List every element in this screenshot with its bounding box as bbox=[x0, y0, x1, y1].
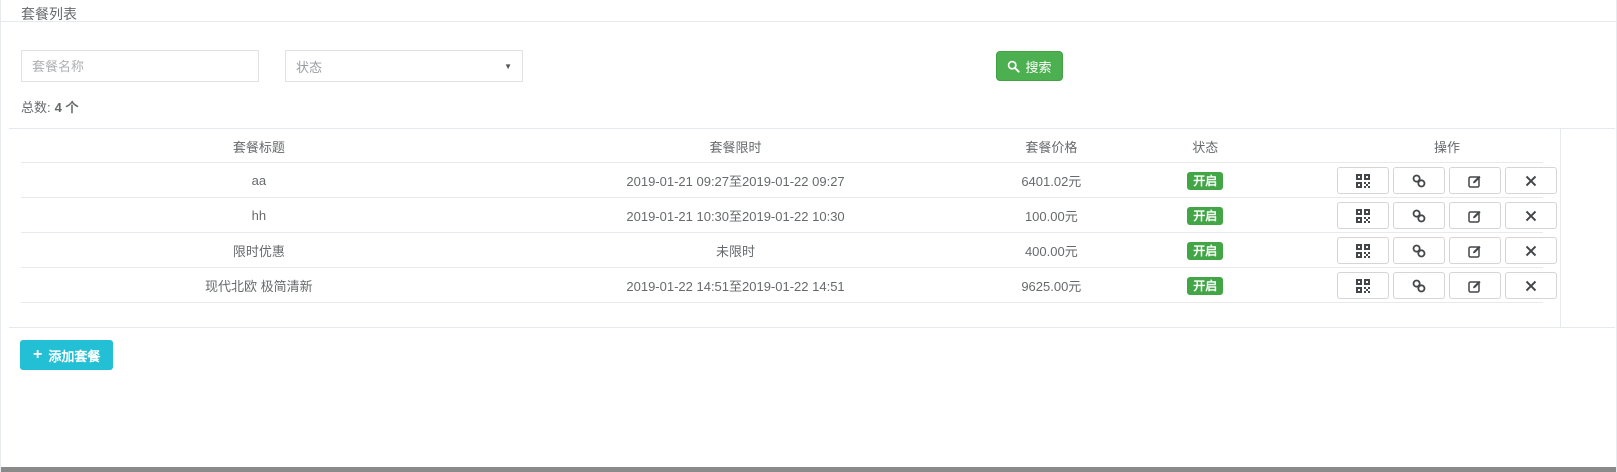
link-button[interactable] bbox=[1393, 202, 1445, 229]
table-row: 现代北欧 极简清新 2019-01-22 14:51至2019-01-22 14… bbox=[9, 268, 1560, 303]
link-button[interactable] bbox=[1393, 272, 1445, 299]
cell-title: hh bbox=[251, 208, 267, 223]
cell-price: 400.00元 bbox=[1024, 244, 1078, 259]
cell-title: 限时优惠 bbox=[232, 244, 285, 259]
status-badge: 开启 bbox=[1187, 206, 1224, 225]
delete-button[interactable] bbox=[1505, 202, 1557, 229]
cell-time: 2019-01-21 10:30至2019-01-22 10:30 bbox=[626, 209, 845, 224]
link-button[interactable] bbox=[1393, 167, 1445, 194]
search-button-label: 搜索 bbox=[1025, 59, 1052, 75]
cell-time: 2019-01-21 09:27至2019-01-22 09:27 bbox=[626, 174, 845, 189]
cell-actions bbox=[1270, 272, 1560, 299]
link-icon bbox=[1412, 244, 1426, 257]
edit-icon bbox=[1468, 279, 1482, 293]
cell-actions bbox=[1270, 202, 1560, 229]
package-name-input[interactable] bbox=[21, 50, 259, 82]
title-divider bbox=[1, 21, 1616, 22]
header-status: 状态 bbox=[1192, 139, 1219, 155]
caret-down-icon: ▼ bbox=[504, 61, 512, 71]
qrcode-button[interactable] bbox=[1337, 167, 1389, 194]
delete-button[interactable] bbox=[1505, 237, 1557, 264]
cell-price: 6401.02元 bbox=[1021, 174, 1082, 189]
edit-icon bbox=[1468, 244, 1482, 258]
delete-icon bbox=[1525, 210, 1537, 221]
delete-button[interactable] bbox=[1505, 167, 1557, 194]
qrcode-icon bbox=[1356, 243, 1370, 258]
link-icon bbox=[1412, 209, 1426, 222]
plus-icon: + bbox=[33, 346, 43, 363]
header-actions-label: 操作 bbox=[1433, 139, 1460, 155]
add-package-label: 添加套餐 bbox=[48, 348, 101, 364]
header-price: 套餐价格 bbox=[1025, 139, 1078, 155]
cell-time: 未限时 bbox=[716, 244, 756, 259]
search-icon bbox=[1008, 60, 1021, 73]
horizontal-scrollbar[interactable] bbox=[1, 467, 1616, 472]
table-row: hh 2019-01-21 10:30至2019-01-22 10:30 100… bbox=[9, 198, 1560, 233]
cell-status: 开启 bbox=[1140, 276, 1270, 295]
status-badge: 开启 bbox=[1187, 171, 1224, 190]
edit-button[interactable] bbox=[1449, 167, 1501, 194]
cell-status: 开启 bbox=[1140, 241, 1270, 260]
delete-icon bbox=[1525, 175, 1537, 186]
delete-button[interactable] bbox=[1505, 272, 1557, 299]
table-row: aa 2019-01-21 09:27至2019-01-22 09:27 640… bbox=[9, 163, 1560, 198]
header-time: 套餐限时 bbox=[709, 139, 762, 155]
package-table-inner: 套餐标题 套餐限时 套餐价格 状态 操作 aa 2019-01-21 09:27… bbox=[9, 129, 1561, 327]
qrcode-button[interactable] bbox=[1337, 272, 1389, 299]
qrcode-button[interactable] bbox=[1337, 237, 1389, 264]
edit-icon bbox=[1468, 209, 1482, 223]
cell-price: 100.00元 bbox=[1024, 209, 1078, 224]
table-header-row: 套餐标题 套餐限时 套餐价格 状态 操作 bbox=[9, 129, 1560, 163]
table-row: 限时优惠 未限时 400.00元 开启 bbox=[9, 233, 1560, 268]
qrcode-icon bbox=[1356, 278, 1370, 293]
total-count: 总数: 4 个 bbox=[21, 97, 78, 116]
edit-icon bbox=[1468, 174, 1482, 188]
status-select[interactable]: 状态 ▼ bbox=[285, 50, 523, 82]
search-button[interactable]: 搜索 bbox=[996, 51, 1063, 81]
cell-actions bbox=[1270, 237, 1560, 264]
qrcode-icon bbox=[1356, 173, 1370, 188]
cell-status: 开启 bbox=[1140, 171, 1270, 190]
status-badge: 开启 bbox=[1187, 241, 1224, 260]
qrcode-icon bbox=[1356, 208, 1370, 223]
cell-actions bbox=[1270, 167, 1560, 194]
total-label: 总数: bbox=[21, 100, 51, 115]
page-title: 套餐列表 bbox=[21, 6, 77, 22]
link-icon bbox=[1412, 174, 1426, 187]
link-button[interactable] bbox=[1393, 237, 1445, 264]
cell-price: 9625.00元 bbox=[1021, 279, 1082, 294]
edit-button[interactable] bbox=[1449, 202, 1501, 229]
delete-icon bbox=[1525, 245, 1537, 256]
cell-title: aa bbox=[251, 173, 267, 188]
status-select-value: 状态 bbox=[296, 59, 323, 75]
cell-title: 现代北欧 极简清新 bbox=[205, 279, 313, 294]
header-actions: 操作 bbox=[1270, 137, 1560, 156]
add-package-button[interactable]: + 添加套餐 bbox=[20, 340, 114, 370]
link-icon bbox=[1412, 279, 1426, 292]
total-value: 4 个 bbox=[54, 100, 79, 115]
delete-icon bbox=[1525, 280, 1537, 291]
cell-status: 开启 bbox=[1140, 206, 1270, 225]
qrcode-button[interactable] bbox=[1337, 202, 1389, 229]
cell-time: 2019-01-22 14:51至2019-01-22 14:51 bbox=[626, 279, 845, 294]
status-badge: 开启 bbox=[1187, 276, 1224, 295]
edit-button[interactable] bbox=[1449, 272, 1501, 299]
edit-button[interactable] bbox=[1449, 237, 1501, 264]
package-table: 套餐标题 套餐限时 套餐价格 状态 操作 aa 2019-01-21 09:27… bbox=[9, 128, 1615, 328]
header-title: 套餐标题 bbox=[232, 139, 285, 155]
